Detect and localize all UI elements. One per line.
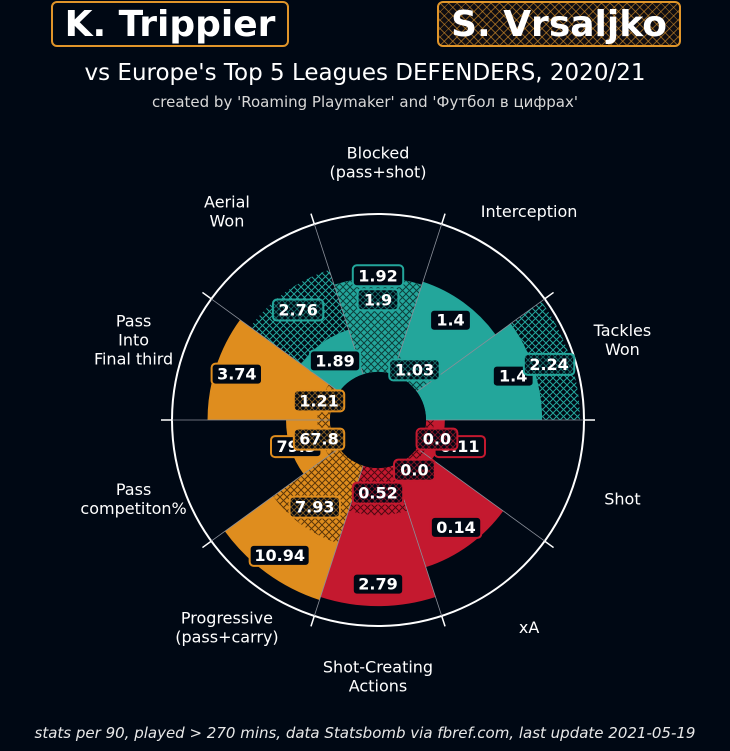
- spoke-3: [392, 223, 443, 375]
- spoke-5: [211, 298, 340, 393]
- value-label-p2-8: 0.52: [358, 484, 397, 503]
- value-label-p2-4-box: [271, 298, 325, 322]
- bar-1-p1: [416, 323, 543, 420]
- value-label-p2-7: 7.93: [295, 498, 334, 517]
- value-label-p1-2: 1.4: [436, 311, 464, 330]
- spoke-10: [416, 447, 545, 542]
- category-label-5: Pass Into Final third: [94, 312, 173, 369]
- value-label-p2-9-box: [393, 458, 436, 482]
- category-label-8: Shot-Creating Actions: [323, 658, 433, 696]
- category-label-3: Blocked (pass+shot): [329, 144, 426, 182]
- value-label-p2-10-box: [415, 427, 459, 451]
- value-label-p2-2-box: [388, 358, 441, 382]
- value-label-p2-1-box: [522, 352, 576, 376]
- value-label-p2-10: 0.0: [423, 430, 451, 449]
- value-label-p1-7-box: [248, 543, 311, 567]
- value-label-p1-4: 1.89: [315, 351, 354, 370]
- value-label-p2-4: 2.76: [278, 301, 317, 320]
- value-label-p1-3-box: [351, 264, 405, 288]
- tick-4: [310, 213, 316, 225]
- category-label-4: Aerial Won: [204, 193, 250, 231]
- spoke-4: [313, 223, 364, 375]
- value-label-p1-9-box: [429, 515, 483, 539]
- chart-footer: stats per 90, played > 270 mins, data St…: [34, 724, 696, 742]
- category-label-10: Shot: [604, 489, 640, 508]
- player1-title-box: K. Trippier: [51, 1, 289, 47]
- player1-name: K. Trippier: [64, 3, 276, 45]
- value-label-p1-8-box: [351, 572, 405, 596]
- chart-subtitle: vs Europe's Top 5 Leagues DEFENDERS, 202…: [84, 60, 646, 86]
- value-label-p2-2: 1.03: [395, 360, 434, 379]
- value-label-p2-8-box: [351, 481, 405, 505]
- tick-10: [544, 540, 554, 549]
- chart-credits: created by 'Roaming Playmaker' and 'Футб…: [152, 93, 578, 111]
- value-label-p1-9: 0.14: [436, 518, 475, 537]
- value-label-p1-5-box: [210, 362, 264, 386]
- value-label-p2-5-box: [292, 389, 346, 413]
- value-label-p1-7: 10.94: [254, 546, 305, 565]
- category-label-6: Pass competiton%: [80, 480, 186, 518]
- value-label-p1-3: 1.92: [358, 266, 397, 285]
- tick-2: [544, 291, 554, 300]
- value-label-p2-1: 2.24: [529, 355, 568, 374]
- tick-5: [202, 291, 212, 300]
- value-label-p1-1: 1.4: [499, 367, 527, 386]
- tick-3: [440, 213, 446, 225]
- tick-7: [202, 540, 212, 549]
- value-label-p1-4-box: [308, 349, 362, 373]
- value-label-p2-3-box: [356, 288, 400, 312]
- value-label-p1-8: 2.79: [358, 575, 397, 594]
- value-label-p2-7-box: [288, 495, 341, 519]
- tick-9: [440, 615, 446, 627]
- value-label-p2-9: 0.0: [400, 461, 428, 480]
- spoke-7: [211, 447, 340, 542]
- bar-8-p1: [320, 465, 436, 607]
- value-label-p2-6: 67.8: [299, 430, 338, 449]
- category-label-9: xA: [519, 618, 539, 637]
- value-label-p2-6-box: [292, 427, 346, 451]
- category-label-1: Tackles Won: [593, 321, 652, 359]
- value-label-p2-5: 1.21: [299, 391, 338, 410]
- value-label-p1-2-box: [429, 308, 472, 332]
- value-label-p1-5: 3.74: [217, 365, 256, 384]
- value-label-p2-3: 1.9: [364, 290, 392, 309]
- tick-8: [310, 615, 316, 627]
- player2-name: S. Vrsaljko: [451, 3, 667, 45]
- category-label-2: Interception: [481, 202, 578, 221]
- player2-title-box: S. Vrsaljko: [437, 1, 681, 47]
- category-label-7: Progressive (pass+carry): [175, 608, 278, 646]
- center-hole: [330, 372, 426, 468]
